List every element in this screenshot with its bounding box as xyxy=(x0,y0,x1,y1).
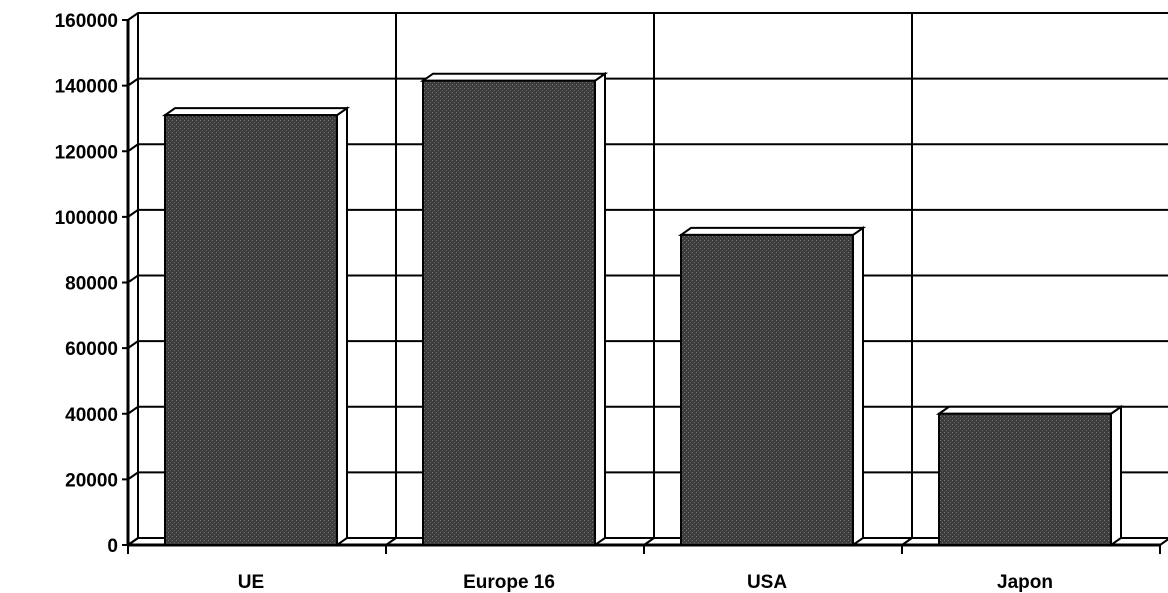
gridline xyxy=(127,77,1168,87)
x-category-label: Japon xyxy=(997,572,1053,593)
y-tick-label: 20000 xyxy=(65,470,118,491)
bar-side-face xyxy=(852,226,864,547)
x-category-label: USA xyxy=(747,572,787,593)
y-tick-label: 140000 xyxy=(55,77,118,98)
bar xyxy=(161,106,351,547)
gridline xyxy=(127,12,1168,21)
bar-front-face xyxy=(680,233,854,546)
bar-front-face xyxy=(164,114,338,546)
bar xyxy=(677,226,867,547)
y-tick-label: 60000 xyxy=(65,339,118,360)
bar xyxy=(419,71,609,547)
y-tick-label: 100000 xyxy=(55,208,118,229)
bar-side-face xyxy=(594,71,606,547)
y-tick-label: 120000 xyxy=(55,142,118,163)
x-axis-category-labels: UE Europe 16 USA Japon xyxy=(238,572,1053,593)
bar-side-face xyxy=(336,106,348,547)
grid xyxy=(127,12,1168,546)
bar-top-face xyxy=(935,405,1125,415)
bar-side-face xyxy=(1110,404,1122,547)
y-tick-label: 160000 xyxy=(55,11,118,32)
bar-front-face xyxy=(938,412,1112,546)
bars xyxy=(161,71,1125,547)
x-category-label: UE xyxy=(238,572,264,593)
bar-top-face xyxy=(677,226,867,236)
y-axis-tick-labels: 0 20000 40000 60000 80000 100000 120000 140000 1… xyxy=(55,11,118,557)
y-tick-label: 0 xyxy=(107,536,118,557)
floor-gridline xyxy=(1159,538,1168,546)
y-tick-label: 80000 xyxy=(65,274,118,295)
bar xyxy=(935,404,1125,547)
y-tick-label: 40000 xyxy=(65,405,118,426)
bar-top-face xyxy=(161,107,351,117)
bar-front-face xyxy=(422,79,596,546)
bar-top-face xyxy=(419,72,609,82)
x-category-label: Europe 16 xyxy=(463,572,555,593)
